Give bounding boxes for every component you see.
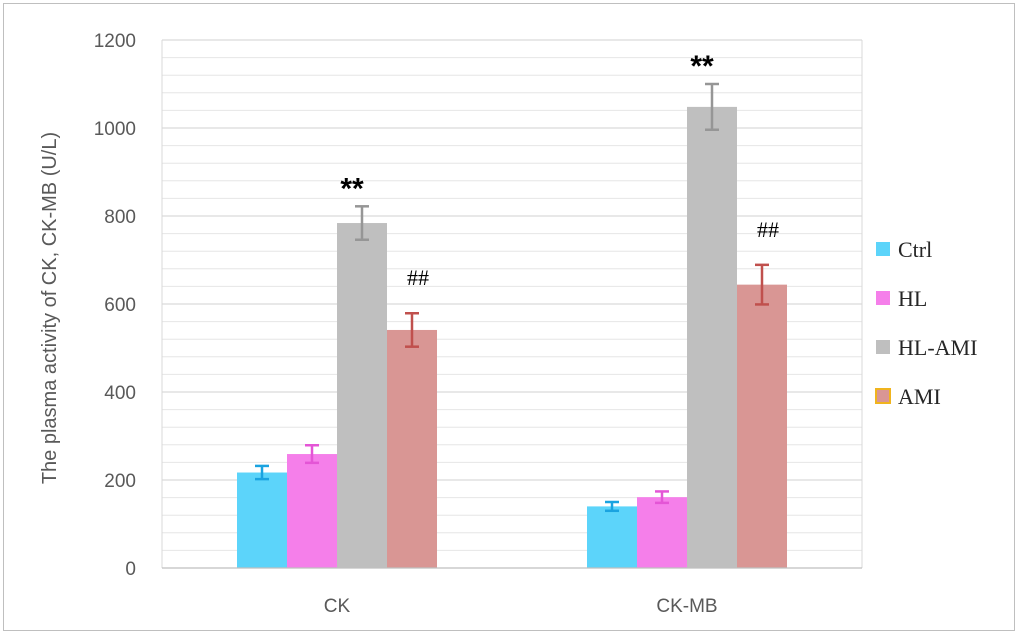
y-tick-label: 1200 [94,31,136,52]
legend-swatch-hl [876,291,890,305]
y-tick-label: 1000 [94,119,136,140]
legend-label-ami: AMI [898,384,941,409]
bar-ami-ck-mb [737,284,787,568]
legend-label-ctrl: Ctrl [898,237,932,262]
y-tick-label: 800 [104,207,136,228]
x-tick-label: CK [324,596,351,617]
error-bars [255,82,769,513]
y-axis-label: The plasma activity of CK, CK-MB (U/L) [39,132,61,484]
chart-frame [3,3,1015,631]
significance-marker: ** [690,50,714,83]
y-tick-label: 0 [125,559,136,580]
significance-marker: ## [757,217,779,242]
legend-swatch-ami [875,388,891,404]
legend-swatch-hl-ami [876,340,890,354]
bar-hl-ck-mb [637,497,687,568]
legend-swatch-ctrl [876,242,890,256]
y-tick-label: 200 [104,471,136,492]
bar-ctrl-ck [237,472,287,568]
legend: Ctrl HL HL-AMI AMI [875,237,977,409]
bar-hl-ck [287,454,337,568]
legend-label-hl: HL [898,286,927,311]
y-tick-label: 600 [104,295,136,316]
axes: 0 200 400 600 800 1000 1200 CK CK-MB [94,31,862,617]
significance-marker: ** [340,172,364,205]
bar-ami-ck [387,329,437,568]
annotations: ** ** ## ## [340,50,779,290]
bar-ctrl-ck-mb [587,506,637,568]
x-tick-label: CK-MB [656,596,717,617]
legend-label-hl-ami: HL-AMI [898,335,977,360]
bar-hl-ami-ck [337,223,387,569]
bar-hl-ami-ck-mb [687,106,737,568]
y-tick-label: 400 [104,383,136,404]
bars [237,106,787,569]
significance-marker: ## [407,265,429,290]
